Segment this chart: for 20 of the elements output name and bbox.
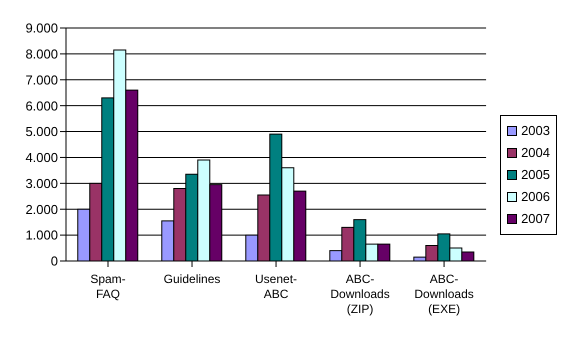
legend-label: 2003 [521,123,550,138]
y-tick-label: 4.000 [25,150,58,166]
y-tick-label: 8.000 [25,46,58,62]
y-tick-label: 2.000 [25,202,58,217]
legend-label: 2005 [521,167,550,182]
x-tick-label: ABC-Downloads (ZIP) [330,272,390,316]
y-tick-label: 7.000 [25,72,58,88]
legend-label: 2007 [521,211,550,226]
y-tick-label: 3.000 [25,176,58,191]
y-tick-label: 9.000 [25,20,58,36]
x-tick-label: Usenet-ABC [255,272,298,301]
y-tick-label: 0 [50,254,58,269]
y-tick-label: 5.000 [25,124,58,140]
x-tick-label: Spam-FAQ [90,272,126,301]
x-tick-label: Guidelines [164,272,220,286]
y-tick-label: 6.000 [25,98,58,114]
x-tick-label: ABC-Downloads (EXE) [414,272,474,316]
legend-label: 2004 [521,145,550,160]
y-tick-label: 1.000 [25,228,58,243]
legend-label: 2006 [521,189,550,204]
